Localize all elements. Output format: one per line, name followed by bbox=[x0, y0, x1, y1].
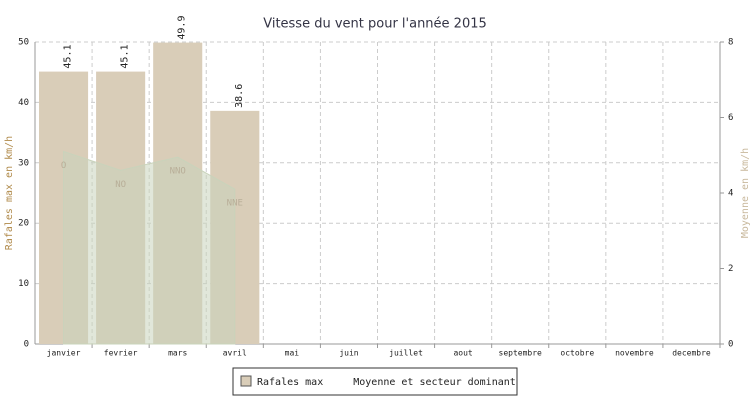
y-tick-label: 20 bbox=[18, 219, 29, 229]
legend-label: Rafales max bbox=[257, 377, 323, 388]
x-tick-label: juin bbox=[339, 349, 358, 358]
value-label: 49.9 bbox=[177, 16, 188, 40]
y-tick-label: 0 bbox=[24, 340, 29, 350]
y-tick-label: 10 bbox=[18, 279, 29, 289]
x-tick-label: juillet bbox=[389, 349, 423, 358]
legend-label: Moyenne et secteur dominant bbox=[353, 377, 516, 388]
value-label: 38.6 bbox=[234, 84, 245, 108]
x-tick-label: septembre bbox=[499, 349, 543, 358]
value-label: 45.1 bbox=[120, 45, 131, 69]
x-tick-label: mai bbox=[285, 349, 300, 358]
y-tick-label: 30 bbox=[18, 158, 29, 168]
y-tick-label: 40 bbox=[18, 98, 29, 108]
sector-label: NO bbox=[115, 180, 126, 190]
legend-swatch bbox=[240, 375, 252, 387]
y2-tick-label: 4 bbox=[728, 189, 733, 199]
y-tick-label: 50 bbox=[18, 38, 29, 48]
y2-tick-label: 2 bbox=[728, 264, 733, 274]
x-tick-label: octobre bbox=[560, 349, 594, 358]
y-axis-title: Rafales max en km/h bbox=[4, 136, 15, 250]
sector-label: NNE bbox=[227, 199, 243, 209]
x-tick-label: decembre bbox=[672, 349, 711, 358]
y2-tick-label: 0 bbox=[728, 340, 733, 350]
x-tick-label: janvier bbox=[47, 349, 81, 358]
y2-axis-title: Moyenne en km/h bbox=[740, 148, 750, 238]
legend-swatch bbox=[337, 376, 347, 386]
y2-tick-label: 8 bbox=[728, 38, 733, 48]
x-tick-label: avril bbox=[223, 349, 247, 358]
x-tick-label: novembre bbox=[615, 349, 654, 358]
legend bbox=[232, 367, 518, 396]
x-tick-label: aout bbox=[453, 349, 472, 358]
value-label: 45.1 bbox=[63, 45, 74, 69]
area bbox=[63, 150, 236, 345]
y2-tick-label: 6 bbox=[728, 113, 733, 123]
chart-title: Vitesse du vent pour l'année 2015 bbox=[263, 17, 487, 32]
x-tick-label: mars bbox=[168, 349, 187, 358]
x-tick-label: fevrier bbox=[104, 349, 138, 358]
sector-label: O bbox=[61, 161, 66, 171]
sector-label: NNO bbox=[170, 167, 186, 177]
